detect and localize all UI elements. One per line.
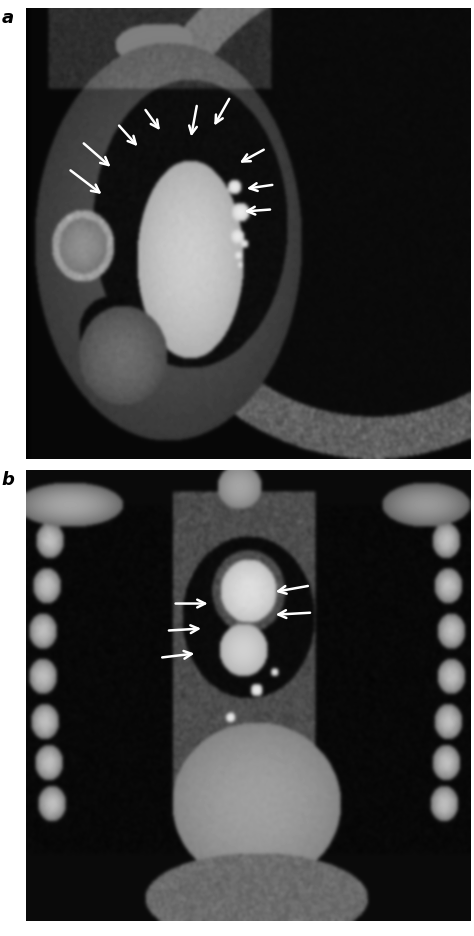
Text: a: a xyxy=(1,9,14,27)
Text: b: b xyxy=(1,471,15,489)
